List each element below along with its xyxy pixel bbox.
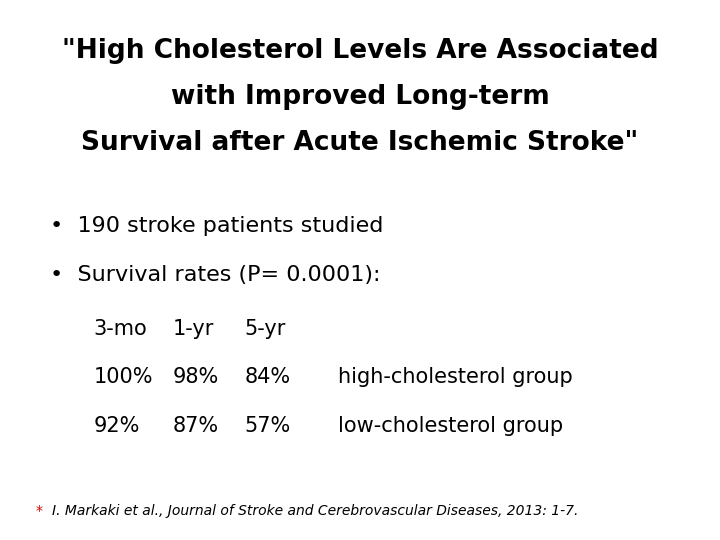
- Text: 5-yr: 5-yr: [245, 319, 286, 339]
- Text: 3-mo: 3-mo: [94, 319, 148, 339]
- Text: 1-yr: 1-yr: [173, 319, 214, 339]
- Text: •  190 stroke patients studied: • 190 stroke patients studied: [50, 216, 384, 236]
- Text: I. Markaki et al., Journal of Stroke and Cerebrovascular Diseases, 2013: 1-7.: I. Markaki et al., Journal of Stroke and…: [52, 504, 578, 518]
- Text: 98%: 98%: [173, 367, 219, 387]
- Text: 100%: 100%: [94, 367, 153, 387]
- Text: •  Survival rates (P= 0.0001):: • Survival rates (P= 0.0001):: [50, 265, 381, 285]
- Text: Survival after Acute Ischemic Stroke": Survival after Acute Ischemic Stroke": [81, 130, 639, 156]
- Text: *: *: [36, 504, 43, 518]
- Text: 57%: 57%: [245, 416, 291, 436]
- Text: high-cholesterol group: high-cholesterol group: [338, 367, 573, 387]
- Text: with Improved Long-term: with Improved Long-term: [171, 84, 549, 110]
- Text: 84%: 84%: [245, 367, 291, 387]
- Text: 87%: 87%: [173, 416, 219, 436]
- Text: 92%: 92%: [94, 416, 140, 436]
- Text: low-cholesterol group: low-cholesterol group: [338, 416, 564, 436]
- Text: "High Cholesterol Levels Are Associated: "High Cholesterol Levels Are Associated: [62, 38, 658, 64]
